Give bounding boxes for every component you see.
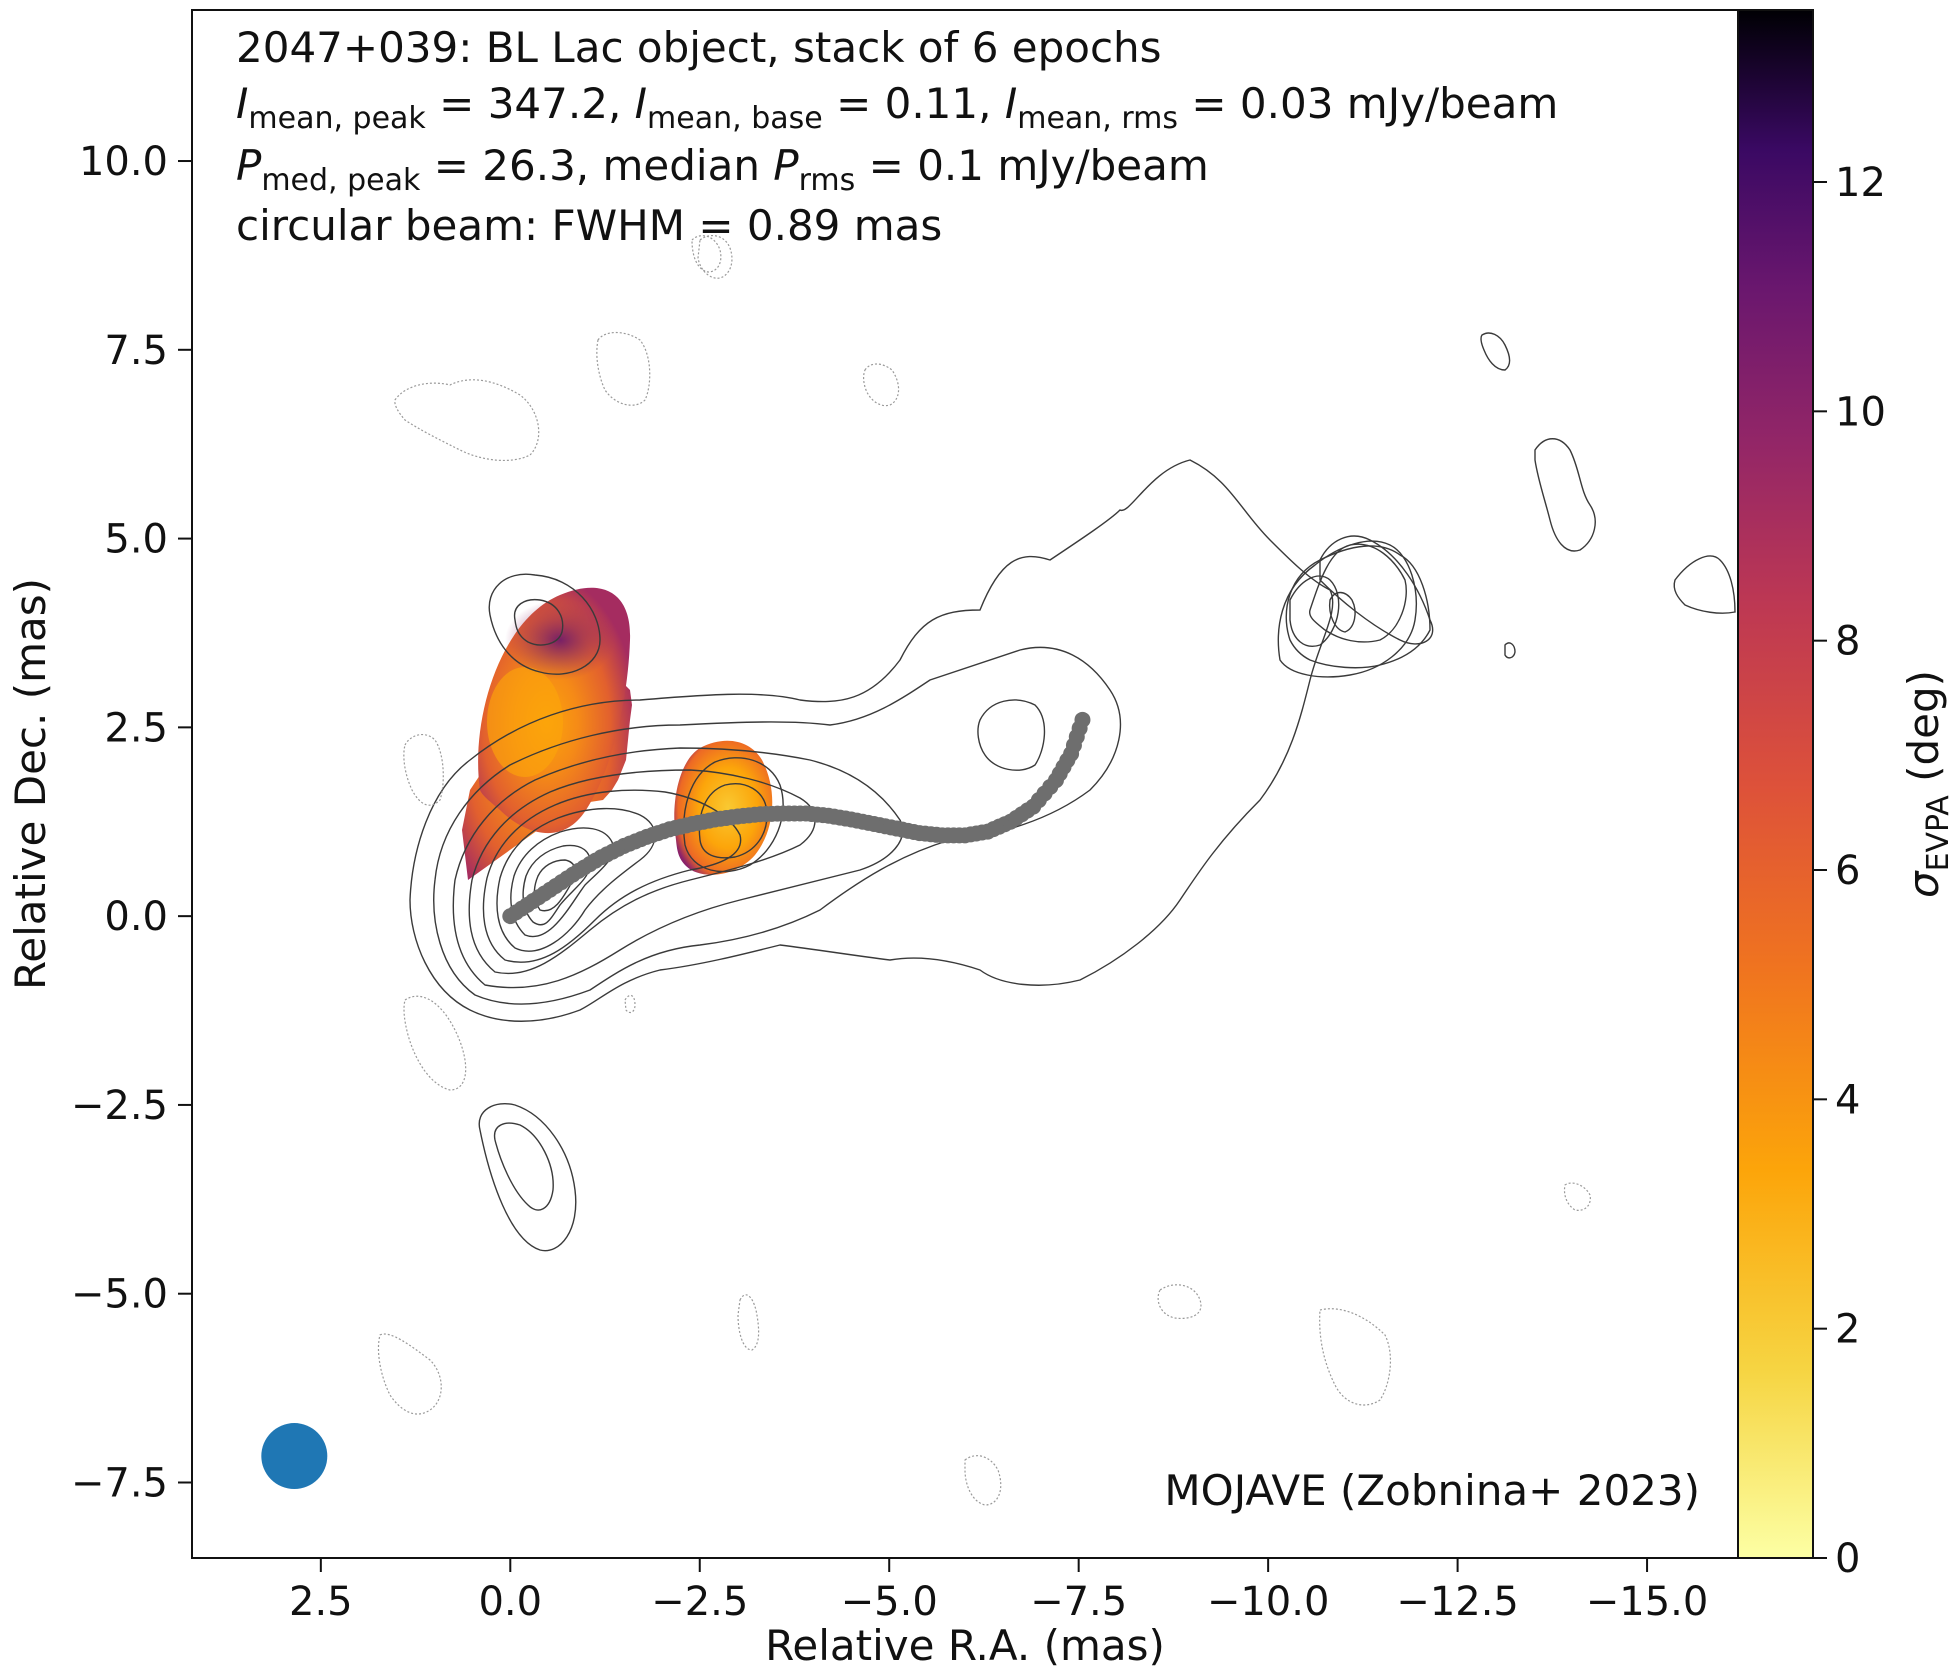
x-tick-label: −5.0 — [841, 1579, 938, 1625]
contour-4 — [468, 769, 816, 975]
neg-contour-11 — [1319, 1308, 1391, 1406]
beam-ellipse — [261, 1423, 328, 1490]
ridgeline-point — [1074, 711, 1091, 728]
x-tick-label: 0.0 — [478, 1579, 542, 1625]
annotation-beam-line: circular beam: FWHM = 0.89 mas — [236, 201, 942, 250]
y-axis-ticks: 10.0 7.5 5.0 2.5 0.0 −2.5 −5.0 −7.5 — [71, 139, 192, 1506]
contour-blob-a — [488, 573, 601, 675]
contour-knot — [683, 757, 784, 873]
evpa-core-peak — [487, 667, 563, 777]
contour-6 — [496, 807, 656, 952]
x-tick-label: −2.5 — [651, 1579, 748, 1625]
contour-far-right — [1319, 535, 1434, 645]
colorbar-label: σEVPA (deg) — [1899, 670, 1949, 898]
contour-mid-2 — [1328, 591, 1356, 633]
evpa-knot-blob — [674, 740, 773, 875]
neg-contour-9 — [377, 1333, 442, 1415]
contour-8 — [522, 844, 591, 926]
contour-outer — [409, 459, 1334, 1022]
contour-edge-3 — [1480, 332, 1511, 371]
annotation-polarization-line: Pmed, peak = 26.3, median Prms = 0.1 mJy… — [236, 141, 1209, 198]
contour-edge-2 — [1673, 555, 1736, 614]
contour-right-2 — [1285, 545, 1431, 669]
neg-contour-10 — [1157, 1284, 1202, 1320]
contour-blob-b-inner — [493, 1122, 554, 1211]
y-tick-label: −5.0 — [71, 1272, 168, 1318]
y-tick-label: 7.5 — [104, 328, 168, 374]
neg-contour-1 — [394, 379, 540, 461]
x-tick-label: −10.0 — [1207, 1579, 1330, 1625]
colorbar-tick-label: 4 — [1835, 1077, 1860, 1123]
x-axis-label: Relative R.A. (mas) — [765, 1621, 1165, 1670]
neg-contour-8 — [737, 1294, 760, 1351]
neg-contour-12 — [964, 1455, 1002, 1506]
x-tick-label: −7.5 — [1030, 1579, 1127, 1625]
contour-blob-a-inner — [513, 598, 564, 646]
y-tick-label: 0.0 — [104, 894, 168, 940]
contour-blob-c — [977, 699, 1046, 771]
plot-area — [261, 234, 1736, 1506]
neg-contour-3 — [863, 363, 900, 407]
colorbar-ticks: 0 2 4 6 8 10 12 — [1813, 160, 1886, 1582]
neg-contour-14 — [691, 235, 722, 273]
neg-contour-7 — [624, 994, 636, 1014]
neg-contour-13 — [1563, 1182, 1591, 1211]
neg-contour-2 — [596, 331, 651, 406]
intensity-contours — [409, 332, 1736, 1252]
annotation-intensity-line: Imean, peak = 347.2, Imean, base = 0.11,… — [236, 79, 1558, 136]
contour-7 — [510, 827, 614, 938]
contour-9 — [533, 859, 577, 912]
contour-edge-1 — [1534, 438, 1596, 552]
contour-2 — [433, 646, 1122, 1005]
contour-right-1 — [1308, 543, 1407, 643]
contour-blob-b — [478, 1103, 577, 1252]
y-tick-label: 10.0 — [79, 139, 168, 185]
colorbar-tick-label: 0 — [1835, 1536, 1860, 1582]
x-tick-label: −12.5 — [1396, 1579, 1519, 1625]
colorbar-tick-label: 6 — [1835, 848, 1860, 894]
negative-contours — [377, 234, 1591, 1506]
colorbar-tick-label: 2 — [1835, 1307, 1860, 1353]
neg-contour-5 — [403, 733, 444, 806]
ridgeline — [502, 711, 1091, 925]
evpa-core-high-sigma — [505, 600, 615, 680]
colorbar-tick-label: 12 — [1835, 160, 1886, 206]
y-tick-label: 5.0 — [104, 517, 168, 563]
contour-3 — [452, 747, 904, 989]
neg-contour-4 — [697, 234, 733, 279]
y-tick-label: −7.5 — [71, 1460, 168, 1506]
colorbar — [1737, 9, 1814, 1559]
x-axis-ticks: 2.5 0.0 −2.5 −5.0 −7.5 −10.0 −12.5 −15.0 — [289, 1558, 1708, 1625]
colorbar-tick-label: 10 — [1835, 389, 1886, 435]
contour-right-3 — [1277, 540, 1417, 678]
annotation-credit: MOJAVE (Zobnina+ 2023) — [1164, 1466, 1700, 1515]
colorbar-tick-label: 8 — [1835, 619, 1860, 665]
contour-5 — [482, 789, 742, 963]
x-tick-label: −15.0 — [1586, 1579, 1709, 1625]
y-tick-label: −2.5 — [71, 1083, 168, 1129]
contour-edge-4 — [1504, 642, 1516, 659]
contour-mid-1 — [1289, 575, 1340, 647]
annotation-source-line: 2047+039: BL Lac object, stack of 6 epoc… — [236, 23, 1162, 72]
y-axis-label: Relative Dec. (mas) — [6, 578, 55, 990]
x-tick-label: 2.5 — [289, 1579, 353, 1625]
y-tick-label: 2.5 — [104, 705, 168, 751]
neg-contour-6 — [403, 995, 467, 1091]
